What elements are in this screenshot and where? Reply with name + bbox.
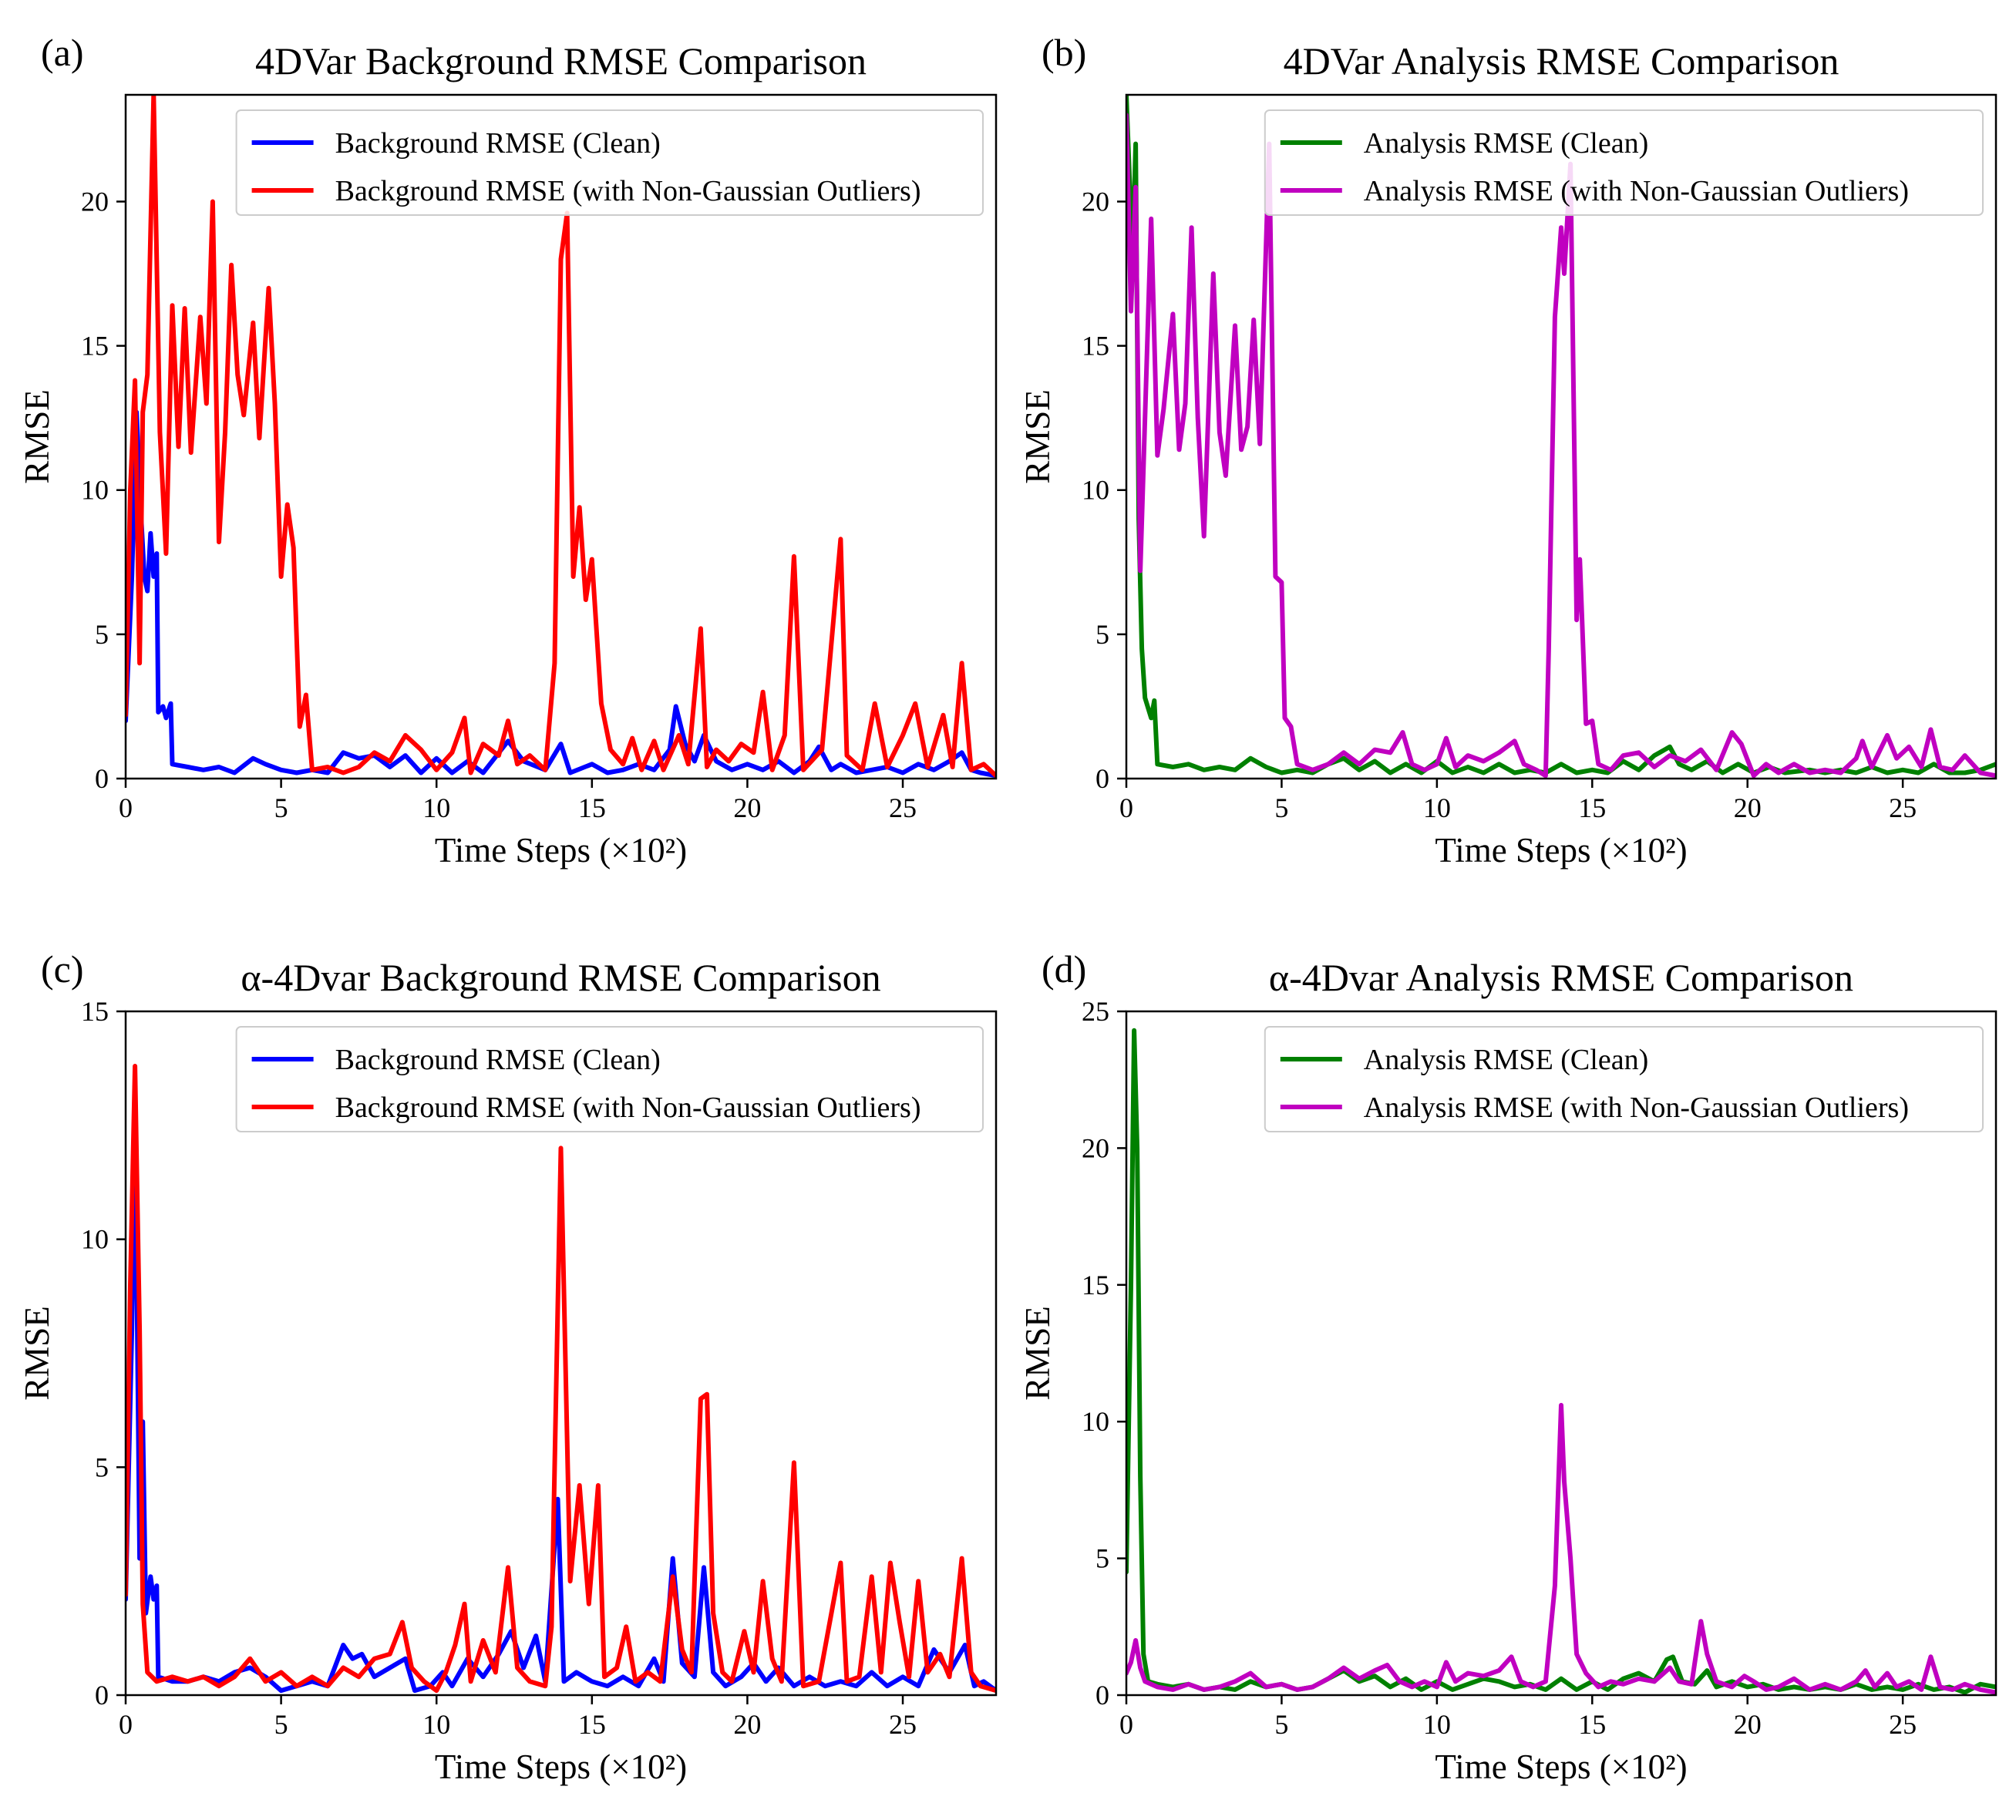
panel-label: (a) <box>41 31 84 74</box>
x-axis-label: Time Steps (×10²) <box>435 1748 687 1786</box>
x-tick-label: 10 <box>422 1709 450 1740</box>
y-tick-label: 0 <box>95 763 109 794</box>
series-line-1 <box>126 409 996 779</box>
x-axis-label: Time Steps (×10²) <box>1435 1748 1687 1786</box>
panel-d: (d) α-4Dvar Analysis RMSE Comparison 0 5 10 1… <box>1018 947 1997 1786</box>
legend: Analysis RMSE (Clean) Analysis RMSE (with… <box>1264 109 1984 216</box>
x-tick-label: 20 <box>733 792 761 823</box>
chart-title: α-4Dvar Analysis RMSE Comparison <box>1269 956 1853 999</box>
x-tick-label: 10 <box>1423 1709 1451 1740</box>
panel-label: (b) <box>1042 31 1086 74</box>
x-tick-label: 20 <box>733 1709 761 1740</box>
series-group <box>1126 95 1996 779</box>
legend-label-2: Analysis RMSE (with Non-Gaussian Outlier… <box>1364 1092 1909 1124</box>
legend-label-2: Background RMSE (with Non-Gaussian Outli… <box>335 175 921 207</box>
y-tick-label: 10 <box>81 1224 109 1255</box>
x-tick-label: 5 <box>1274 792 1288 823</box>
y-tick-label: 20 <box>81 186 109 217</box>
series-line-2 <box>1126 1402 1996 1695</box>
x-tick-label: 0 <box>1119 792 1133 823</box>
y-tick-label: 15 <box>1082 1270 1109 1300</box>
y-tick-label: 25 <box>1082 996 1109 1027</box>
y-tick-label: 0 <box>1096 763 1109 794</box>
x-tick-label: 15 <box>578 1709 606 1740</box>
axes-frame <box>124 1010 998 1697</box>
series-group <box>126 1064 996 1694</box>
x-tick-label: 15 <box>1578 792 1606 823</box>
y-axis-label: RMSE <box>18 389 56 484</box>
legend-label-2: Background RMSE (with Non-Gaussian Outli… <box>335 1092 921 1124</box>
legend: Background RMSE (Clean) Background RMSE (… <box>235 1026 984 1132</box>
axes-frame <box>1125 93 1997 780</box>
axes-frame <box>1125 1010 1997 1697</box>
y-tick-label: 0 <box>95 1680 109 1711</box>
series-group <box>1126 1028 1996 1695</box>
y-tick-label: 20 <box>1082 186 1109 217</box>
x-tick-label: 15 <box>1578 1709 1606 1740</box>
panel-c: (c) α-4Dvar Background RMSE Comparison 0 5 1… <box>18 947 998 1786</box>
legend-box <box>235 109 984 216</box>
legend: Analysis RMSE (Clean) Analysis RMSE (with… <box>1264 1026 1984 1132</box>
legend-box <box>235 1026 984 1132</box>
legend-label-1: Background RMSE (Clean) <box>335 1044 661 1076</box>
legend-box <box>1264 1026 1984 1132</box>
x-tick-label: 5 <box>274 792 288 823</box>
y-tick-label: 20 <box>1082 1132 1109 1163</box>
x-tick-label: 25 <box>889 1709 917 1740</box>
y-tick-label: 5 <box>95 1452 109 1482</box>
x-axis-label: Time Steps (×10²) <box>435 831 687 870</box>
x-tick-label: 10 <box>422 792 450 823</box>
x-tick-label: 20 <box>1734 1709 1762 1740</box>
legend-label-1: Analysis RMSE (Clean) <box>1364 1044 1648 1076</box>
y-tick-label: 15 <box>1082 331 1109 362</box>
legend-label-1: Background RMSE (Clean) <box>335 127 661 160</box>
x-tick-label: 5 <box>1274 1709 1288 1740</box>
y-axis-label: RMSE <box>1018 1306 1057 1401</box>
y-tick-label: 10 <box>1082 1406 1109 1437</box>
x-tick-label: 20 <box>1734 792 1762 823</box>
chart-title: 4DVar Background RMSE Comparison <box>255 39 867 82</box>
y-tick-label: 10 <box>1082 475 1109 506</box>
y-tick-label: 15 <box>81 996 109 1027</box>
chart-title: 4DVar Analysis RMSE Comparison <box>1284 39 1839 82</box>
x-tick-label: 15 <box>578 792 606 823</box>
panel-label: (d) <box>1042 947 1086 991</box>
y-tick-label: 0 <box>1096 1680 1109 1711</box>
series-line-2 <box>126 1064 996 1694</box>
y-tick-label: 5 <box>1096 619 1109 650</box>
x-axis-label: Time Steps (×10²) <box>1435 831 1687 870</box>
legend: Background RMSE (Clean) Background RMSE (… <box>235 109 984 216</box>
panel-b: (b) 4DVar Analysis RMSE Comparison 0 5 10 15 2… <box>1018 31 1997 870</box>
panel-a: (a) 4DVar Background RMSE Comparison 0 5 10 1… <box>18 31 998 870</box>
panel-label: (c) <box>41 947 84 991</box>
y-tick-label: 5 <box>1096 1543 1109 1574</box>
y-tick-label: 15 <box>81 331 109 362</box>
axes-frame <box>124 93 998 780</box>
x-tick-label: 25 <box>1889 1709 1917 1740</box>
x-tick-label: 25 <box>1889 792 1917 823</box>
legend-label-2: Analysis RMSE (with Non-Gaussian Outlier… <box>1364 175 1909 207</box>
series-line-2 <box>126 95 996 779</box>
y-tick-label: 10 <box>81 475 109 506</box>
x-tick-label: 10 <box>1423 792 1451 823</box>
legend-label-1: Analysis RMSE (Clean) <box>1364 127 1648 160</box>
y-tick-label: 5 <box>95 619 109 650</box>
chart-title: α-4Dvar Background RMSE Comparison <box>241 956 880 999</box>
x-tick-label: 5 <box>274 1709 288 1740</box>
series-line-2 <box>1126 113 1996 779</box>
y-axis-label: RMSE <box>1018 389 1057 484</box>
x-tick-label: 0 <box>1119 1709 1133 1740</box>
y-axis-label: RMSE <box>18 1306 56 1401</box>
legend-box <box>1264 109 1984 216</box>
x-tick-label: 25 <box>889 792 917 823</box>
series-group <box>126 95 996 779</box>
x-tick-label: 0 <box>119 1709 133 1740</box>
x-tick-label: 0 <box>119 792 133 823</box>
